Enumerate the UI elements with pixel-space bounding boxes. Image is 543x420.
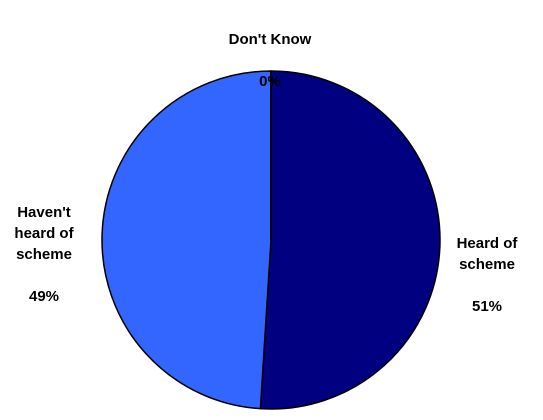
label-heard-of-scheme: Heard of scheme 51% bbox=[442, 212, 532, 317]
slice-havent-heard bbox=[101, 70, 272, 410]
label-heard-of-scheme-pct: 51% bbox=[471, 298, 503, 315]
label-havent-heard-name: Haven't heard of scheme bbox=[14, 204, 74, 263]
label-heard-of-scheme-name: Heard of scheme bbox=[456, 235, 518, 273]
label-dont-know: Don't Know 0% bbox=[190, 8, 350, 92]
pie-slices bbox=[101, 70, 441, 410]
label-havent-heard: Haven't heard of scheme 49% bbox=[0, 181, 88, 307]
label-dont-know-name: Don't Know bbox=[228, 31, 312, 48]
label-havent-heard-pct: 49% bbox=[28, 288, 60, 305]
label-dont-know-pct: 0% bbox=[259, 73, 281, 90]
slice-heard-of-scheme bbox=[259, 70, 441, 410]
